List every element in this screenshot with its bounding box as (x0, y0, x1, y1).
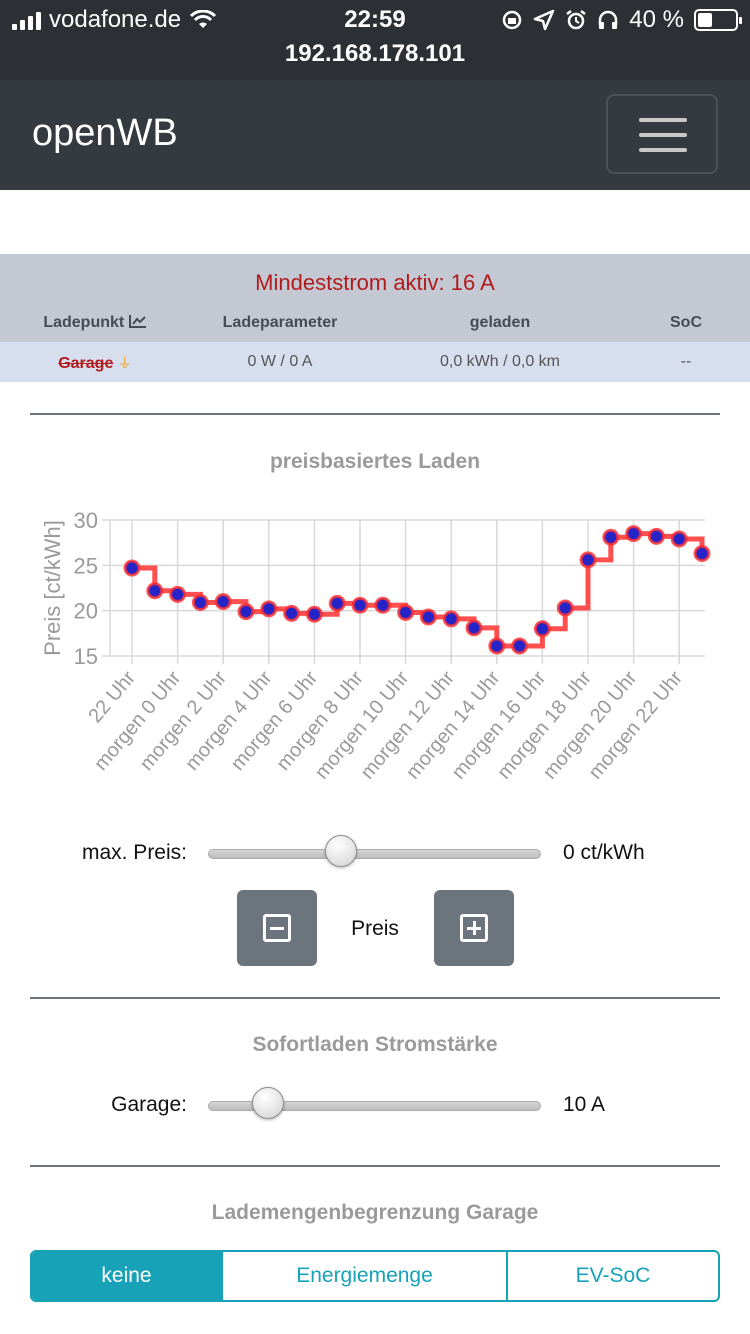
y-tick-label: 15 (74, 644, 98, 669)
table-header: Ladepunkt Ladeparameter geladen SoC (0, 314, 750, 342)
price-data-point (283, 604, 301, 622)
status-icons: 40 % (501, 6, 742, 34)
location-icon (534, 9, 555, 31)
price-data-point (465, 619, 483, 637)
status-bar: vodafone.de 22:59 40 % 192.168.178.101 (0, 0, 750, 80)
hamburger-icon (639, 118, 687, 122)
brand-logo[interactable]: openWB (32, 112, 178, 154)
price-data-point (305, 605, 323, 623)
headphones-icon (599, 10, 618, 29)
plug-icon: ⏚ (117, 355, 132, 371)
menu-toggle-button[interactable] (606, 94, 718, 174)
current-slider-track[interactable] (208, 1101, 541, 1111)
max-price-slider-thumb[interactable] (325, 835, 358, 867)
divider (30, 413, 720, 415)
price-data-point (625, 525, 643, 543)
limit-mode-toggle: keine Energiemenge EV-SoC (30, 1250, 720, 1302)
price-series-line (132, 531, 705, 649)
current-slider-thumb[interactable] (251, 1087, 284, 1119)
limit-option-ev-soc[interactable]: EV-SoC (506, 1252, 718, 1300)
price-data-point (169, 585, 187, 603)
price-button-label: Preis (351, 917, 399, 940)
y-tick-label: 25 (74, 553, 98, 578)
column-soc: SoC (670, 314, 702, 331)
max-price-label: max. Preis: (81, 841, 187, 864)
price-data-point (670, 530, 688, 548)
wifi-icon (190, 10, 217, 28)
column-geladen: geladen (469, 314, 531, 331)
plus-square-icon (460, 914, 488, 942)
carrier-name: vodafone.de (49, 6, 182, 33)
url-bar[interactable]: 192.168.178.101 (284, 40, 466, 67)
current-slider-row: Garage: 10 A (0, 1085, 750, 1125)
price-data-point (123, 559, 141, 577)
battery-icon (694, 9, 742, 31)
price-data-point (351, 596, 369, 614)
battery-percent: 40 % (629, 6, 684, 33)
y-tick-label: 30 (74, 508, 98, 533)
price-data-point (442, 610, 460, 628)
table-row[interactable]: Garage ⏚ 0 W / 0 A 0,0 kWh / 0,0 km -- (0, 342, 750, 382)
divider (30, 997, 720, 999)
price-data-point (693, 545, 711, 563)
clock: 22:59 (344, 6, 406, 33)
ladepunkt-cell[interactable]: Garage ⏚ (30, 353, 160, 373)
price-data-point (647, 527, 665, 545)
max-price-value: 0 ct/kWh (563, 841, 645, 864)
price-data-point (397, 603, 415, 621)
limit-section-title: Lademengenbegrenzung Garage (211, 1201, 539, 1224)
price-section-title: preisbasiertes Laden (269, 450, 481, 473)
minus-square-icon (263, 914, 291, 942)
price-data-point (602, 528, 620, 546)
garage-current-label: Garage: (111, 1093, 187, 1116)
ladepunkt-name[interactable]: Garage (58, 355, 114, 372)
current-value: 10 A (563, 1093, 606, 1116)
limit-option-keine[interactable]: keine (32, 1252, 221, 1300)
price-data-point (191, 594, 209, 612)
price-data-point (419, 608, 437, 626)
chart-icon[interactable] (128, 314, 147, 328)
price-data-point (374, 596, 392, 614)
limit-option-energiemenge[interactable]: Energiemenge (221, 1252, 506, 1300)
column-ladepunkt-label: Ladepunkt (43, 314, 125, 331)
geladen-cell: 0,0 kWh / 0,0 km (439, 353, 561, 370)
column-ladeparameter: Ladeparameter (222, 314, 338, 331)
price-data-point (214, 593, 232, 611)
max-price-slider-row: max. Preis: 0 ct/kWh (0, 833, 750, 873)
navbar: openWB (0, 80, 750, 190)
soc-cell: -- (680, 353, 692, 370)
price-data-point (488, 637, 506, 655)
signal-icon (12, 10, 41, 30)
price-data-point (511, 637, 529, 655)
price-data-point (328, 594, 346, 612)
y-tick-label: 20 (74, 599, 98, 624)
divider (30, 1165, 720, 1167)
alarm-icon (566, 10, 587, 30)
max-price-slider-track[interactable] (208, 849, 541, 859)
price-data-point (237, 603, 255, 621)
sofortladen-section-title: Sofortladen Stromstärke (252, 1033, 498, 1056)
price-data-point (260, 600, 278, 618)
price-increase-button[interactable] (434, 890, 514, 966)
price-data-point (579, 551, 597, 569)
price-data-point (556, 599, 574, 617)
status-message: Mindeststrom aktiv: 16 A (255, 270, 495, 295)
hamburger-icon-line (639, 148, 687, 152)
hamburger-icon-line (639, 133, 687, 137)
ladeparameter-cell: 0 W / 0 A (247, 353, 313, 370)
y-axis-label: Preis [ct/kWh] (40, 520, 65, 656)
price-data-point (533, 620, 551, 638)
rotation-lock-icon (503, 10, 522, 30)
carrier-info: vodafone.de (12, 6, 217, 34)
price-data-point (146, 582, 164, 600)
column-ladepunkt[interactable]: Ladepunkt (30, 314, 160, 332)
price-decrease-button[interactable] (237, 890, 317, 966)
